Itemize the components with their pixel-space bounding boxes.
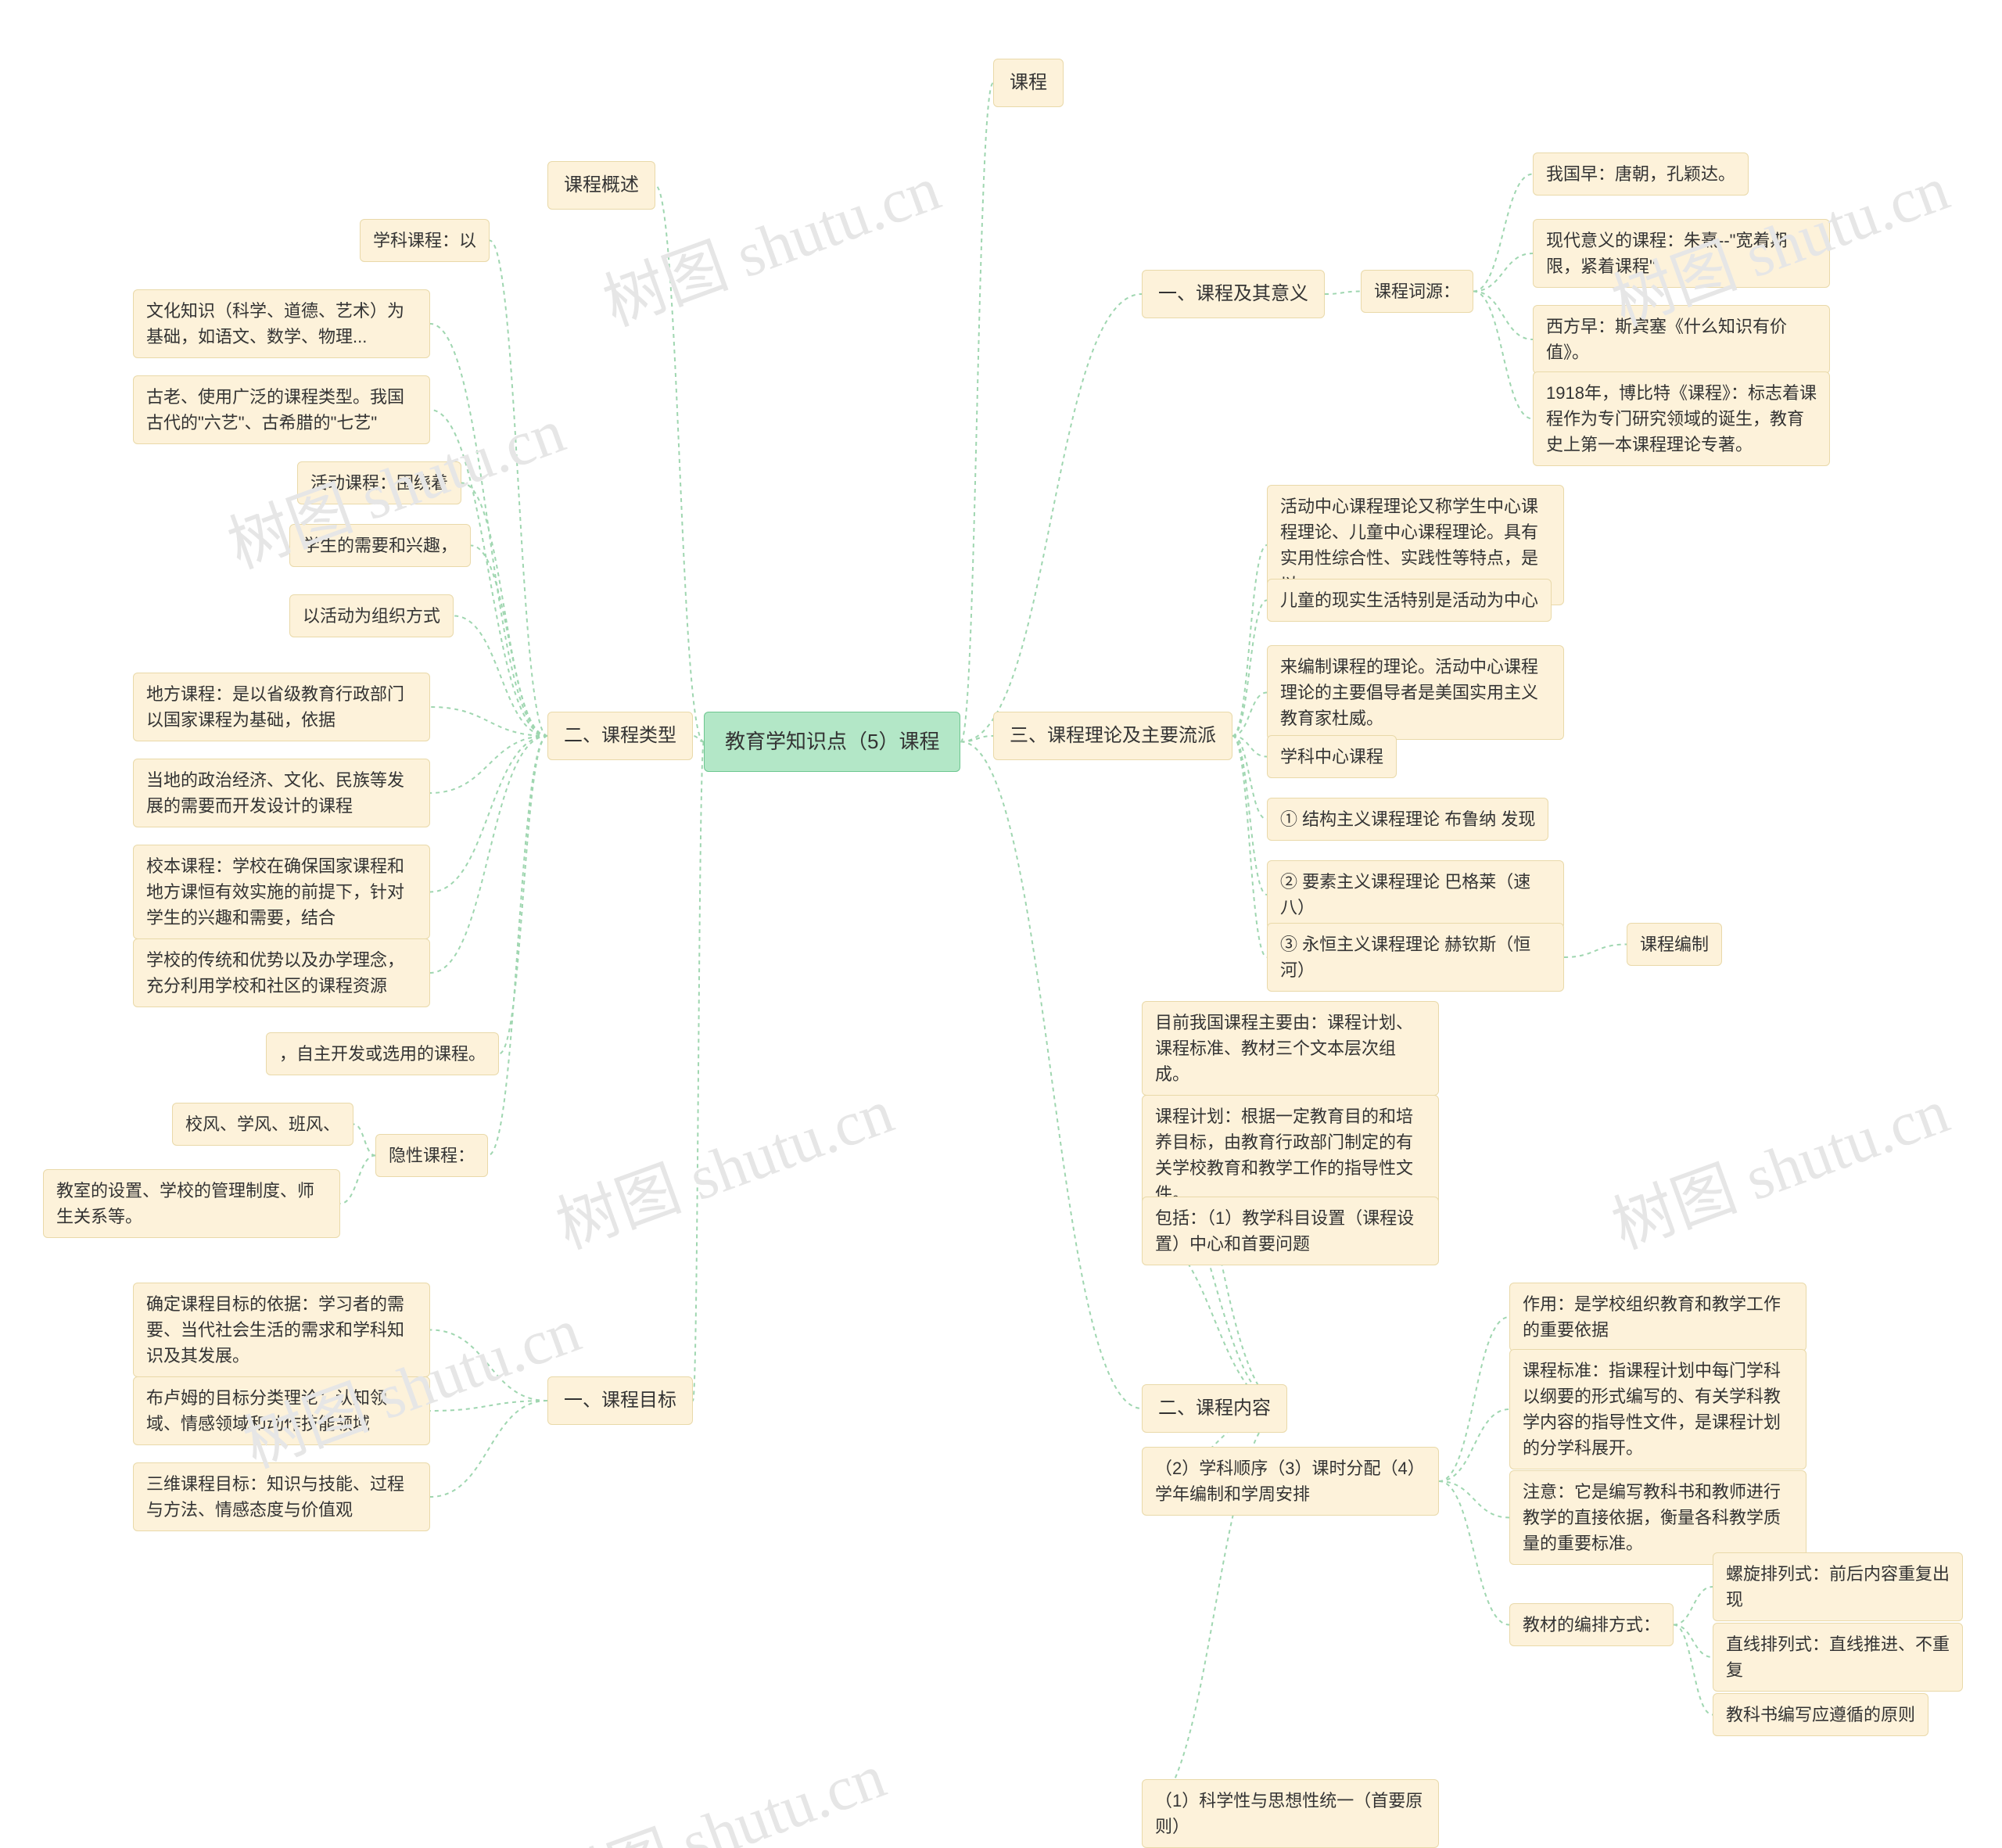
mindmap-node-types: 二、课程类型 bbox=[547, 712, 693, 760]
mindmap-node-L10: 学校的传统和优势以及办学理念，充分利用学校和社区的课程资源 bbox=[133, 938, 430, 1007]
mindmap-node-G2: 布卢姆的目标分类理论：认知领域、情感领域和动作技能领域 bbox=[133, 1376, 430, 1445]
mindmap-node-L12: 隐性课程： bbox=[375, 1134, 488, 1177]
mindmap-node-M3: 西方早：斯宾塞《什么知识有价值》。 bbox=[1533, 305, 1830, 374]
mindmap-node-C4b: 课程标准：指课程计划中每门学科以纲要的形式编写的、有关学科教学内容的指导性文件，… bbox=[1509, 1349, 1806, 1469]
mindmap-node-C6c: 教科书编写应遵循的原则 bbox=[1713, 1693, 1928, 1736]
mindmap-node-L2: 文化知识（科学、道德、艺术）为基础，如语文、数学、物理... bbox=[133, 289, 430, 358]
mindmap-node-T4: 学科中心课程 bbox=[1267, 735, 1397, 778]
mindmap-node-M4: 1918年，博比特《课程》：标志着课程作为专门研究领域的诞生，教育史上第一本课程… bbox=[1533, 371, 1830, 466]
mindmap-node-L8: 当地的政治经济、文化、民族等发展的需要而开发设计的课程 bbox=[133, 759, 430, 827]
mindmap-node-G3: 三维课程目标：知识与技能、过程与方法、情感态度与价值观 bbox=[133, 1462, 430, 1531]
mindmap-node-G1: 确定课程目标的依据：学习者的需要、当代社会生活的需求和学科知识及其发展。 bbox=[133, 1283, 430, 1377]
mindmap-node-root: 教育学知识点（5）课程 bbox=[704, 712, 960, 772]
mindmap-node-content: 二、课程内容 bbox=[1142, 1384, 1287, 1433]
mindmap-node-L7: 地方课程：是以省级教育行政部门以国家课程为基础，依据 bbox=[133, 673, 430, 741]
mindmap-node-C6b: 直线排列式：直线推进、不重复 bbox=[1713, 1623, 1963, 1692]
mindmap-node-L12b: 教室的设置、学校的管理制度、师生关系等。 bbox=[43, 1169, 340, 1238]
mindmap-node-L12a: 校风、学风、班风、 bbox=[172, 1103, 353, 1146]
mindmap-node-T7: ③ 永恒主义课程理论 赫钦斯（恒河） bbox=[1267, 923, 1564, 992]
mindmap-node-T7b: 课程编制 bbox=[1627, 923, 1722, 966]
mindmap-node-C6: 教材的编排方式： bbox=[1509, 1603, 1674, 1646]
mindmap-node-L6: 以活动为组织方式 bbox=[289, 594, 454, 637]
mindmap-node-L5: 学生的需要和兴趣， bbox=[289, 524, 471, 567]
mindmap-node-C1: 目前我国课程主要由：课程计划、课程标准、教材三个文本层次组成。 bbox=[1142, 1001, 1439, 1096]
mindmap-node-theory: 三、课程理论及主要流派 bbox=[993, 712, 1232, 760]
mindmap-node-goal: 一、课程目标 bbox=[547, 1376, 693, 1425]
mindmap-node-C4c: 注意：它是编写教科书和教师进行教学的直接依据，衡量各科教学质量的重要标准。 bbox=[1509, 1470, 1806, 1565]
mindmap-node-T2: 儿童的现实生活特别是活动为中心 bbox=[1267, 579, 1552, 622]
mindmap-node-L1: 学科课程：以 bbox=[360, 219, 490, 262]
mindmap-node-T5: ① 结构主义课程理论 布鲁纳 发现 bbox=[1267, 798, 1548, 841]
mindmap-node-L3: 古老、使用广泛的课程类型。我国古代的"六艺"、古希腊的"七艺" bbox=[133, 375, 430, 444]
mindmap-node-L4: 活动课程：围绕着 bbox=[297, 461, 461, 504]
mindmap-node-overview: 课程概述 bbox=[547, 161, 655, 210]
mindmap-node-T3: 来编制课程的理论。活动中心课程理论的主要倡导者是美国实用主义教育家杜威。 bbox=[1267, 645, 1564, 740]
mindmap-node-C3: 包括：（1）教学科目设置（课程设置）中心和首要问题 bbox=[1142, 1197, 1439, 1265]
mindmap-node-L9: 校本课程：学校在确保国家课程和地方课恒有效实施的前提下，针对学生的兴趣和需要，结… bbox=[133, 845, 430, 939]
mindmap-node-curriculum: 课程 bbox=[993, 59, 1064, 107]
mindmap-node-L11: ，自主开发或选用的课程。 bbox=[266, 1032, 499, 1075]
mindmap-node-C7: （1）科学性与思想性统一（首要原则） bbox=[1142, 1779, 1439, 1848]
mindmap-node-C6a: 螺旋排列式：前后内容重复出现 bbox=[1713, 1552, 1963, 1621]
mindmap-node-meaning: 一、课程及其意义 bbox=[1142, 270, 1325, 318]
mindmap-node-T6: ② 要素主义课程理论 巴格莱（速八） bbox=[1267, 860, 1564, 929]
mindmap-node-C4a: 作用：是学校组织教育和教学工作的重要依据 bbox=[1509, 1283, 1806, 1351]
mindmap-node-C5: （2）学科顺序（3）课时分配（4）学年编制和学周安排 bbox=[1142, 1447, 1439, 1516]
mindmap-node-M0: 课程词源： bbox=[1361, 270, 1473, 313]
mindmap-node-M1: 我国早：唐朝，孔颖达。 bbox=[1533, 153, 1749, 196]
mindmap-node-M2: 现代意义的课程：朱熹--"宽着期限，紧着课程" bbox=[1533, 219, 1830, 288]
